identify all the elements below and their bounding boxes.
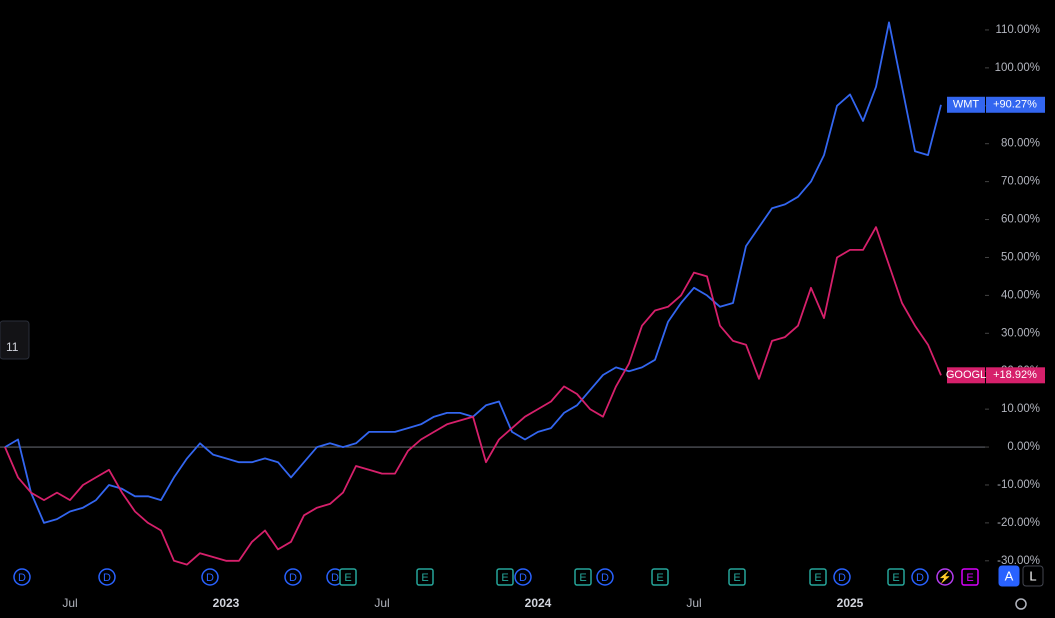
price-tag: GOOGL +18.92% — [946, 367, 1045, 384]
event-label: E — [733, 572, 740, 584]
value-label: +90.27% — [993, 99, 1037, 111]
y-tick-label: 50.00% — [1001, 251, 1040, 263]
x-tick-label: Jul — [686, 596, 701, 610]
x-tick-label: 2024 — [525, 596, 552, 610]
scale-button[interactable] — [998, 565, 1020, 587]
x-tick-label: Jul — [62, 596, 77, 610]
y-tick-label: 70.00% — [1001, 176, 1040, 188]
event-label: D — [916, 572, 924, 584]
event-marker[interactable] — [596, 568, 614, 586]
y-tick-label: -10.00% — [997, 479, 1040, 491]
event-label: D — [838, 572, 846, 584]
event-label: E — [579, 572, 586, 584]
event-label: D — [103, 572, 111, 584]
event-marker[interactable] — [416, 568, 434, 586]
y-tick-label: 0.00% — [1007, 441, 1040, 453]
x-tick-label: 2025 — [837, 596, 864, 610]
event-marker[interactable] — [339, 568, 357, 586]
tag-name-bg — [947, 367, 985, 384]
event-marker[interactable] — [13, 568, 31, 586]
event-label: D — [519, 572, 527, 584]
event-marker[interactable] — [98, 568, 116, 586]
event-label: D — [206, 572, 214, 584]
y-tick-label: -30.00% — [997, 555, 1040, 567]
event-label: D — [331, 572, 339, 584]
event-marker[interactable] — [496, 568, 514, 586]
event-marker[interactable] — [651, 568, 669, 586]
y-tick-label: 110.00% — [995, 24, 1040, 36]
event-marker[interactable] — [887, 568, 905, 586]
side-label: 11 — [6, 340, 19, 354]
event-label: E — [344, 572, 351, 584]
price-tag: WMT +90.27% — [947, 96, 1045, 113]
scale-button-label[interactable]: A — [1005, 568, 1014, 583]
event-label: E — [814, 572, 821, 584]
value-label: +18.92% — [993, 369, 1037, 381]
event-label: E — [501, 572, 508, 584]
event-marker[interactable] — [809, 568, 827, 586]
legend-label: WMT — [953, 99, 980, 111]
tag-name-bg — [947, 96, 985, 113]
y-tick-label: -20.00% — [997, 517, 1040, 529]
event-label: D — [601, 572, 609, 584]
settings-icon[interactable] — [1015, 598, 1027, 610]
y-tick-label: 40.00% — [1001, 289, 1040, 301]
event-marker[interactable] — [961, 568, 979, 586]
side-badge — [0, 320, 30, 360]
scale-button[interactable] — [1022, 565, 1044, 587]
event-marker[interactable] — [574, 568, 592, 586]
event-marker[interactable] — [936, 568, 954, 586]
scale-button-label[interactable]: L — [1029, 568, 1036, 583]
y-tick-label: 100.00% — [995, 62, 1040, 74]
y-tick-label: 30.00% — [1001, 327, 1040, 339]
event-label: ⚡ — [938, 571, 952, 584]
event-marker[interactable] — [911, 568, 929, 586]
event-marker[interactable] — [728, 568, 746, 586]
event-marker[interactable] — [514, 568, 532, 586]
event-marker[interactable] — [284, 568, 302, 586]
event-marker[interactable] — [201, 568, 219, 586]
y-tick-label: 10.00% — [1001, 403, 1040, 415]
y-tick-label: 60.00% — [1001, 214, 1040, 226]
event-label: E — [421, 572, 428, 584]
legend-label: GOOGL — [946, 369, 986, 381]
event-label: D — [18, 572, 26, 584]
event-label: E — [966, 572, 973, 584]
series-line — [4, 226, 942, 566]
tag-value-bg — [986, 367, 1045, 384]
x-tick-label: 2023 — [213, 596, 240, 610]
event-label: D — [289, 572, 297, 584]
event-label: E — [656, 572, 663, 584]
event-label: E — [892, 572, 899, 584]
tag-value-bg — [986, 96, 1045, 113]
event-marker[interactable] — [833, 568, 851, 586]
x-tick-label: Jul — [374, 596, 389, 610]
y-tick-label: 80.00% — [1001, 138, 1040, 150]
